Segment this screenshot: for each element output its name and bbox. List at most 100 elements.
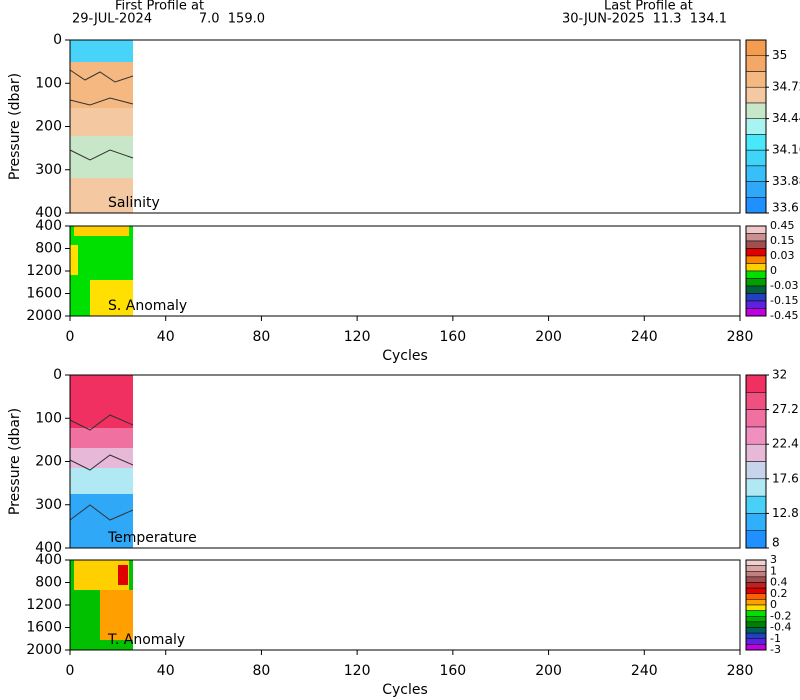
panel-label: Temperature	[107, 530, 197, 546]
colorbar-band	[745, 374, 767, 393]
colorbar-label: 22.4	[772, 437, 799, 451]
colorbar-label: 27.2	[772, 402, 799, 416]
x-tick-label: 160	[439, 663, 466, 679]
colorbar-band	[745, 293, 767, 302]
colorbar-band	[745, 478, 767, 497]
field-blob	[74, 226, 129, 236]
y-tick-label: 1200	[26, 263, 62, 279]
colorbar-band	[745, 530, 767, 549]
y-tick-label: 200	[35, 454, 62, 470]
colorbar-label: 0.15	[770, 234, 795, 247]
y-tick-label: 400	[35, 552, 62, 568]
contour	[69, 69, 134, 83]
colorbar-frame	[745, 225, 767, 317]
colorbar-label: 34.72	[772, 80, 800, 94]
colorbar-band	[745, 300, 767, 309]
panel-label: S. Anomaly	[108, 298, 187, 314]
colorbar-band	[745, 621, 767, 628]
colorbar-label: 8	[772, 536, 780, 550]
colorbar-band	[745, 632, 767, 639]
colorbar-label: -1	[770, 632, 781, 645]
colorbar-band	[745, 255, 767, 264]
y-tick-label: 800	[35, 241, 62, 257]
temperature-field	[69, 375, 134, 548]
colorbar-band	[745, 392, 767, 410]
colorbar-band	[745, 240, 767, 249]
plot-frame	[69, 374, 741, 549]
x-tick-label: 0	[66, 663, 75, 679]
y-tick-label: 400	[35, 218, 62, 234]
colorbar-band	[745, 616, 767, 623]
y-tick-label: 100	[35, 75, 62, 91]
field-band	[70, 178, 133, 213]
colorbar-band	[745, 559, 767, 566]
colorbar-frame	[745, 559, 767, 651]
field-band	[70, 468, 133, 496]
field-band	[70, 136, 133, 180]
colorbar-band	[745, 627, 767, 634]
y-tick-label: 0	[53, 367, 62, 383]
colorbar-band	[745, 285, 767, 294]
colorbar-band	[745, 278, 767, 287]
colorbar-band	[745, 576, 767, 583]
y-axis-label: Pressure (dbar)	[7, 73, 23, 180]
contour	[69, 149, 134, 161]
colorbar-label: 0.2	[770, 587, 788, 600]
s-anomaly-field	[70, 226, 133, 316]
first-position: 7.0 159.0	[199, 12, 265, 27]
contour	[69, 454, 134, 471]
field-blob	[118, 565, 128, 585]
field-band	[70, 62, 133, 112]
x-tick-label: 280	[727, 663, 754, 679]
colorbar-band	[745, 233, 767, 242]
y-axis-label: Pressure (dbar)	[7, 408, 23, 515]
colorbar-label: 0	[770, 264, 777, 277]
y-tick-label: 2000	[26, 308, 62, 324]
y-tick-label: 100	[35, 410, 62, 426]
panel-label: T. Anomaly	[107, 632, 185, 648]
colorbar-label: 17.6	[772, 471, 799, 485]
y-tick-label: 0	[53, 32, 62, 48]
y-tick-label: 300	[35, 162, 62, 178]
colorbar-band	[745, 86, 767, 104]
x-tick-label: 40	[157, 663, 175, 679]
x-axis-label: Cycles	[382, 682, 428, 698]
colorbar-band	[745, 248, 767, 257]
colorbar-band	[745, 610, 767, 617]
field-band	[70, 448, 133, 470]
colorbar-label: 12.8	[772, 506, 799, 520]
colorbar-band	[745, 39, 767, 56]
y-tick-label: 1600	[26, 286, 62, 302]
colorbar-band	[745, 409, 767, 428]
colorbar-band	[745, 149, 767, 167]
y-tick-label: 1200	[26, 597, 62, 613]
field-band	[70, 494, 133, 548]
last-date: 30-JUN-2025	[562, 12, 645, 27]
y-tick-label: 2000	[26, 642, 62, 658]
colorbar-label: 35	[772, 48, 787, 62]
last-position: 11.3 134.1	[653, 12, 727, 27]
field-band	[70, 108, 133, 138]
x-tick-label: 0	[66, 329, 75, 345]
x-tick-label: 120	[344, 663, 371, 679]
colorbar-label: -0.15	[770, 294, 798, 307]
contour	[69, 414, 134, 431]
colorbar-label: 0	[770, 598, 777, 611]
t-anomaly-field	[70, 560, 133, 650]
field-blob	[100, 590, 133, 640]
colorbar-frame	[745, 39, 767, 214]
y-tick-label: 800	[35, 575, 62, 591]
x-tick-label: 200	[535, 329, 562, 345]
colorbar-band	[745, 55, 767, 72]
last-title: Last Profile at	[604, 0, 693, 14]
colorbar-band	[745, 197, 767, 214]
x-tick-label: 40	[157, 329, 175, 345]
field-blob	[70, 245, 78, 275]
colorbar-band	[745, 263, 767, 272]
colorbar-label: 0.03	[770, 249, 795, 262]
colorbar-label: 34.16	[772, 143, 800, 157]
x-tick-label: 200	[535, 663, 562, 679]
colorbar-band	[745, 565, 767, 572]
colorbar-label: -0.03	[770, 279, 798, 292]
